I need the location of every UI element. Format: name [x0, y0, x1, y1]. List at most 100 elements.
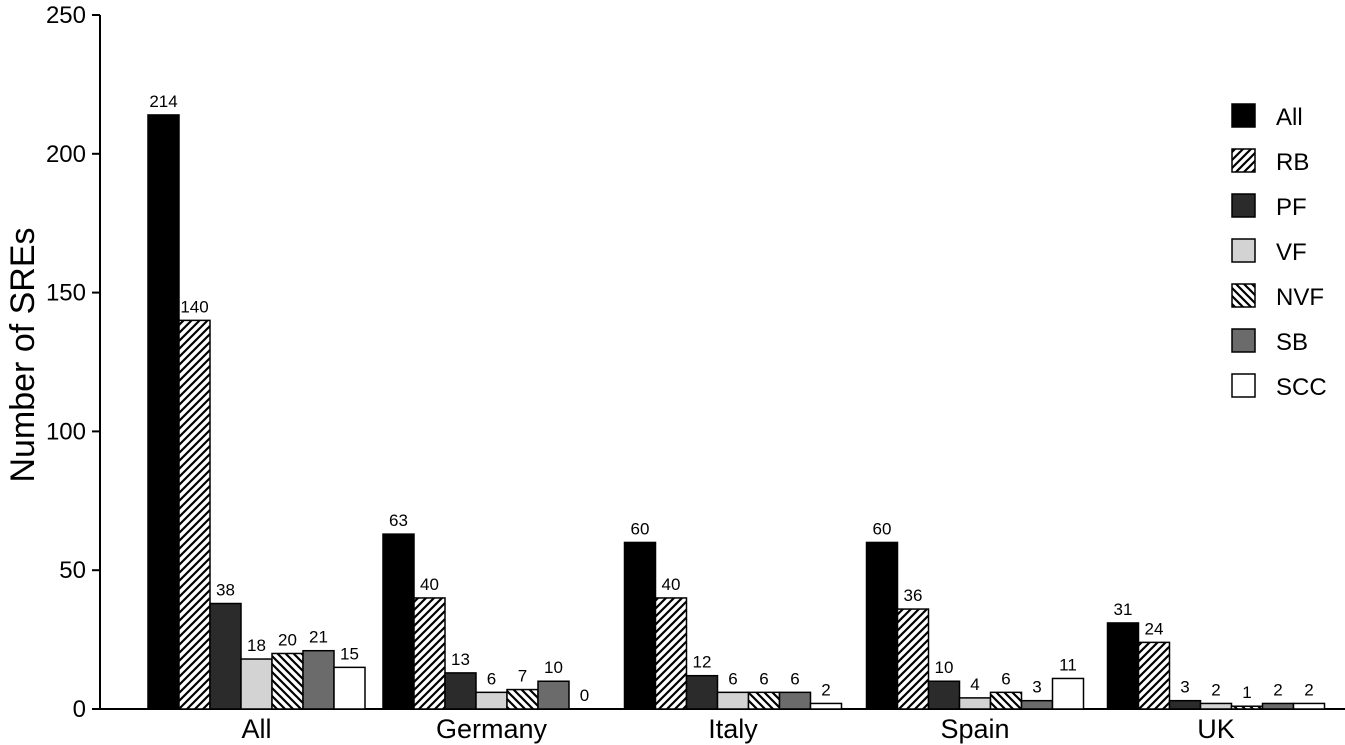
- data-label: 40: [420, 575, 439, 594]
- data-label: 3: [1032, 678, 1041, 697]
- bar-uk-vf: [1199, 702, 1233, 710]
- bar-spain-vf: [958, 697, 992, 710]
- bars: [147, 114, 1326, 710]
- bar-uk-pf: [1168, 699, 1202, 710]
- bar-uk-scc: [1292, 702, 1326, 710]
- bar-italy-all: [623, 541, 657, 710]
- data-label: 10: [544, 658, 563, 677]
- data-label: 6: [487, 669, 496, 688]
- bar-all-all: [147, 114, 180, 710]
- data-label: 10: [935, 658, 954, 677]
- data-label: 21: [309, 628, 328, 647]
- bar-spain-all: [865, 541, 899, 710]
- bar-germany-vf: [475, 691, 508, 710]
- x-category-label: Italy: [708, 714, 758, 744]
- data-label: 214: [149, 92, 177, 111]
- bar-uk-sb: [1261, 702, 1295, 710]
- data-label: 24: [1145, 619, 1164, 638]
- legend-swatch-pf: [1231, 193, 1256, 218]
- legend-label-scc: SCC: [1276, 374, 1327, 401]
- data-label: 0: [580, 686, 589, 705]
- y-tick-label: 0: [73, 696, 86, 723]
- data-label: 7: [518, 667, 527, 686]
- data-label: 11: [1059, 655, 1077, 674]
- data-label: 2: [1273, 680, 1282, 699]
- bar-all-nvf: [271, 652, 304, 710]
- bar-germany-pf: [444, 672, 477, 710]
- data-label: 38: [216, 581, 235, 600]
- bar-germany-sb: [537, 680, 570, 710]
- legend-swatch-sb: [1231, 328, 1256, 353]
- data-label: 2: [1304, 680, 1313, 699]
- bar-spain-sb: [1020, 699, 1054, 710]
- bar-germany-nvf: [506, 688, 539, 710]
- x-category-label: All: [241, 714, 271, 744]
- data-label: 1: [1242, 683, 1251, 702]
- legend-swatch-all: [1231, 103, 1256, 128]
- bar-italy-nvf: [747, 691, 781, 710]
- data-label: 15: [340, 644, 359, 663]
- data-label: 6: [759, 669, 768, 688]
- data-label: 20: [278, 630, 297, 649]
- bar-spain-scc: [1051, 677, 1085, 710]
- legend-swatch-nvf: [1231, 283, 1256, 308]
- bar-spain-rb: [896, 608, 930, 710]
- bar-italy-rb: [654, 597, 688, 710]
- legend-label-pf: PF: [1276, 194, 1307, 221]
- x-category-label: UK: [1197, 714, 1235, 744]
- bar-spain-pf: [927, 680, 961, 710]
- data-label: 31: [1114, 600, 1133, 619]
- bar-all-vf: [240, 658, 273, 710]
- legend-label-nvf: NVF: [1276, 284, 1324, 311]
- data-label: 40: [662, 575, 681, 594]
- bar-spain-nvf: [989, 691, 1023, 710]
- y-tick-label: 200: [46, 141, 86, 168]
- legend: All RB PF VF NVF SB SCC: [1231, 103, 1327, 401]
- bar-italy-pf: [685, 674, 719, 710]
- legend-swatch-rb: [1231, 148, 1256, 173]
- legend-label-vf: VF: [1276, 239, 1307, 266]
- bar-all-rb: [178, 319, 211, 710]
- bar-uk-rb: [1137, 641, 1171, 710]
- data-label: 2: [821, 680, 830, 699]
- bar-italy-scc: [809, 702, 843, 710]
- bar-all-scc: [333, 666, 366, 710]
- data-label: 12: [693, 653, 712, 672]
- data-label: 6: [790, 669, 799, 688]
- x-category-label: Germany: [436, 714, 548, 744]
- bar-germany-rb: [413, 597, 446, 710]
- y-axis-title: Number of SREs: [4, 227, 42, 482]
- legend-swatch-scc: [1231, 373, 1256, 398]
- y-tick-label: 100: [46, 418, 86, 445]
- legend-label-sb: SB: [1276, 329, 1308, 356]
- y-tick-label: 150: [46, 280, 86, 307]
- data-label: 13: [451, 650, 470, 669]
- bar-all-pf: [209, 602, 242, 710]
- bar-uk-all: [1106, 622, 1140, 710]
- legend-label-all: All: [1276, 104, 1303, 131]
- data-label: 6: [1001, 669, 1010, 688]
- y-tick-label: 50: [59, 557, 86, 584]
- data-label: 63: [389, 511, 408, 530]
- bar-italy-sb: [778, 691, 812, 710]
- data-label: 2: [1211, 680, 1220, 699]
- y-tick-label: 250: [46, 2, 86, 29]
- data-label: 60: [631, 519, 650, 538]
- x-category-label: Spain: [940, 714, 1009, 744]
- bar-italy-vf: [716, 691, 750, 710]
- bar-uk-nvf: [1230, 705, 1264, 710]
- bar-germany-all: [382, 533, 415, 710]
- data-label: 140: [180, 297, 208, 316]
- data-label: 3: [1180, 678, 1189, 697]
- data-label: 18: [247, 636, 266, 655]
- data-label: 36: [904, 586, 923, 605]
- bar-all-sb: [302, 649, 335, 710]
- legend-swatch-vf: [1231, 238, 1256, 263]
- legend-label-rb: RB: [1276, 149, 1309, 176]
- data-label: 4: [970, 675, 979, 694]
- data-label: 6: [728, 669, 737, 688]
- data-label: 60: [873, 519, 892, 538]
